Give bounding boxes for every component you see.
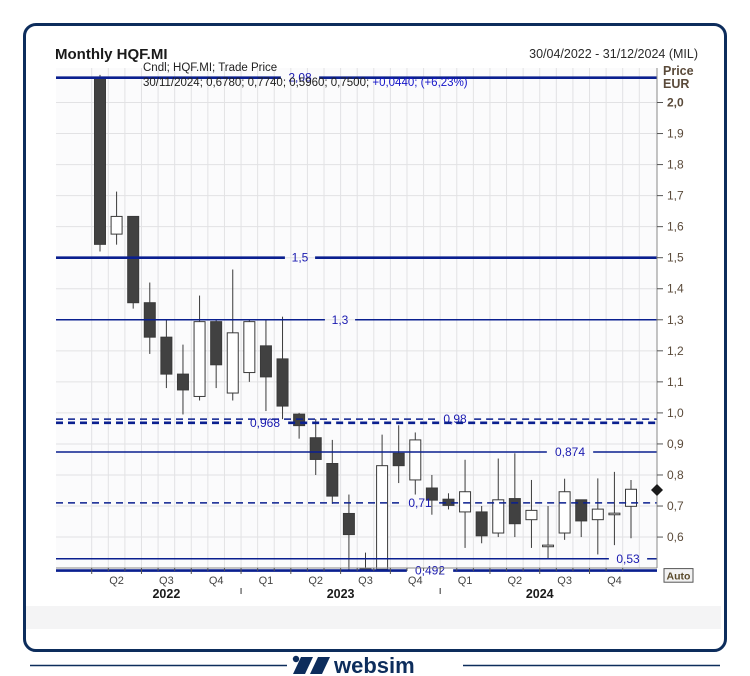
svg-text:1,3: 1,3 <box>332 313 349 327</box>
svg-text:Q3: Q3 <box>159 575 174 587</box>
svg-text:Q4: Q4 <box>209 575 224 587</box>
svg-text:0,6: 0,6 <box>667 530 684 544</box>
svg-text:EUR: EUR <box>663 77 689 91</box>
svg-text:Q3: Q3 <box>358 575 373 587</box>
svg-text:Q3: Q3 <box>557 575 572 587</box>
svg-text:websim: websim <box>333 653 415 676</box>
svg-text:0,71: 0,71 <box>408 496 432 510</box>
svg-text:30/11/2024; 0,6780; 0,7740; 0,: 30/11/2024; 0,6780; 0,7740; 0,5960; 0,75… <box>143 77 468 89</box>
svg-text:Q2: Q2 <box>507 575 522 587</box>
svg-text:0,53: 0,53 <box>616 552 640 566</box>
svg-text:2024: 2024 <box>526 587 554 601</box>
svg-text:0,9: 0,9 <box>667 437 684 451</box>
svg-text:Q1: Q1 <box>458 575 473 587</box>
svg-text:Monthly HQF.MI: Monthly HQF.MI <box>55 46 168 63</box>
svg-text:0,8: 0,8 <box>667 468 684 482</box>
svg-text:Q1: Q1 <box>259 575 274 587</box>
svg-text:1,3: 1,3 <box>667 313 684 327</box>
svg-text:2022: 2022 <box>152 587 180 601</box>
svg-text:0,7: 0,7 <box>667 499 684 513</box>
svg-text:1,6: 1,6 <box>667 220 684 234</box>
svg-text:0,968: 0,968 <box>250 416 280 430</box>
svg-text:Auto: Auto <box>667 570 691 582</box>
svg-text:30/04/2022 - 31/12/2024 (MIL): 30/04/2022 - 31/12/2024 (MIL) <box>529 47 698 61</box>
svg-text:Price: Price <box>663 64 694 78</box>
svg-text:1,2: 1,2 <box>667 344 684 358</box>
svg-text:1,8: 1,8 <box>667 158 684 172</box>
svg-text:1,1: 1,1 <box>667 375 684 389</box>
svg-text:1,5: 1,5 <box>292 251 309 265</box>
svg-text:Q4: Q4 <box>408 575 423 587</box>
svg-text:Q4: Q4 <box>607 575 622 587</box>
svg-text:1,4: 1,4 <box>667 282 684 296</box>
svg-text:1,0: 1,0 <box>667 406 684 420</box>
svg-text:Cndl; HQF.MI; Trade Price: Cndl; HQF.MI; Trade Price <box>143 62 277 74</box>
svg-text:1,5: 1,5 <box>667 251 684 265</box>
svg-text:2023: 2023 <box>327 587 355 601</box>
svg-text:0,874: 0,874 <box>555 445 585 459</box>
svg-text:1,9: 1,9 <box>667 127 684 141</box>
svg-text:Q2: Q2 <box>109 575 124 587</box>
svg-text:2,0: 2,0 <box>667 96 684 110</box>
svg-text:1,7: 1,7 <box>667 189 684 203</box>
svg-text:Q2: Q2 <box>308 575 323 587</box>
